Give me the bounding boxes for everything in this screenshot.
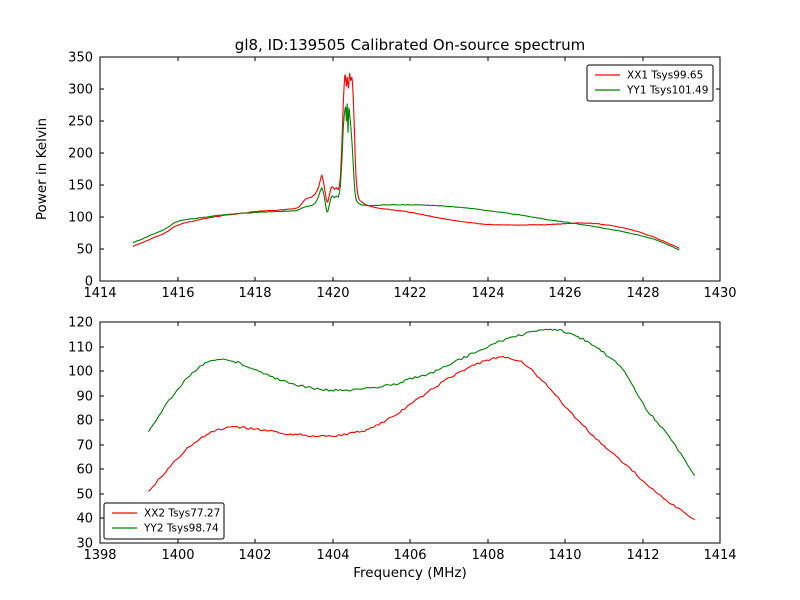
x-tick-label: 1422 <box>393 286 426 301</box>
x-tick-label: 1426 <box>548 286 581 301</box>
y-tick-label: 100 <box>68 365 93 380</box>
y-tick-label: 350 <box>68 51 93 66</box>
y-tick-label: 50 <box>76 243 93 258</box>
y-tick-label: 70 <box>76 439 93 454</box>
y-tick-label: 60 <box>76 463 93 478</box>
x-tick-label: 1406 <box>393 548 426 563</box>
y-axis-label: Power in Kelvin <box>34 118 50 220</box>
y-tick-label: 300 <box>68 83 93 98</box>
y-tick-label: 0 <box>85 275 93 290</box>
x-tick-label: 1420 <box>316 286 349 301</box>
x-tick-label: 1414 <box>83 286 116 301</box>
top-subplot: 1414 1416 1418 1420 1422 1424 1426 1428 1430 0 50 1… <box>68 51 736 302</box>
y-tick-label: 150 <box>68 179 93 194</box>
bottom-subplot: 1398 1400 1402 1404 1406 1408 1410 1412 1414 30 40… <box>68 316 736 564</box>
legend-label: YY2 Tsys98.74 <box>143 523 219 535</box>
figure-title: gl8, ID:139505 Calibrated On-source spec… <box>235 36 585 54</box>
y-tick-label: 90 <box>76 390 93 405</box>
y-tick-label: 50 <box>76 488 93 503</box>
y-tick-label: 120 <box>68 316 93 331</box>
y-tick-label: 80 <box>76 414 93 429</box>
legend-box <box>586 64 714 102</box>
x-tick-label: 1416 <box>161 286 194 301</box>
x-tick-label: 1410 <box>548 548 581 563</box>
y-tick-label: 250 <box>68 115 93 130</box>
x-tick-label: 1418 <box>238 286 271 301</box>
y-tick-label: 30 <box>76 537 93 552</box>
x-tick-label: 1424 <box>471 286 504 301</box>
series-line-yy2 <box>147 328 696 476</box>
legend-box <box>103 502 225 540</box>
x-tick-label: 1412 <box>626 548 659 563</box>
legend-label: XX1 Tsys99.65 <box>627 70 703 82</box>
x-tick-label: 1400 <box>161 548 194 563</box>
x-tick-label: 1428 <box>626 286 659 301</box>
x-tick-label: 1408 <box>471 548 504 563</box>
legend-label: YY1 Tsys101.49 <box>626 85 708 97</box>
y-tick-label: 200 <box>68 147 93 162</box>
y-tick-label: 100 <box>68 211 93 226</box>
x-tick-label: 1404 <box>316 548 349 563</box>
series-line-xx2 <box>148 355 696 521</box>
x-tick-label: 1402 <box>238 548 271 563</box>
y-tick-label: 40 <box>76 512 93 527</box>
legend-label: XX2 Tsys77.27 <box>144 508 220 520</box>
series-line-yy1 <box>132 103 680 251</box>
x-tick-label: 1414 <box>703 548 736 563</box>
x-axis-label: Frequency (MHz) <box>353 565 466 581</box>
x-tick-label: 1398 <box>83 548 116 563</box>
x-tick-label: 1430 <box>703 286 736 301</box>
y-tick-label: 110 <box>68 341 93 356</box>
